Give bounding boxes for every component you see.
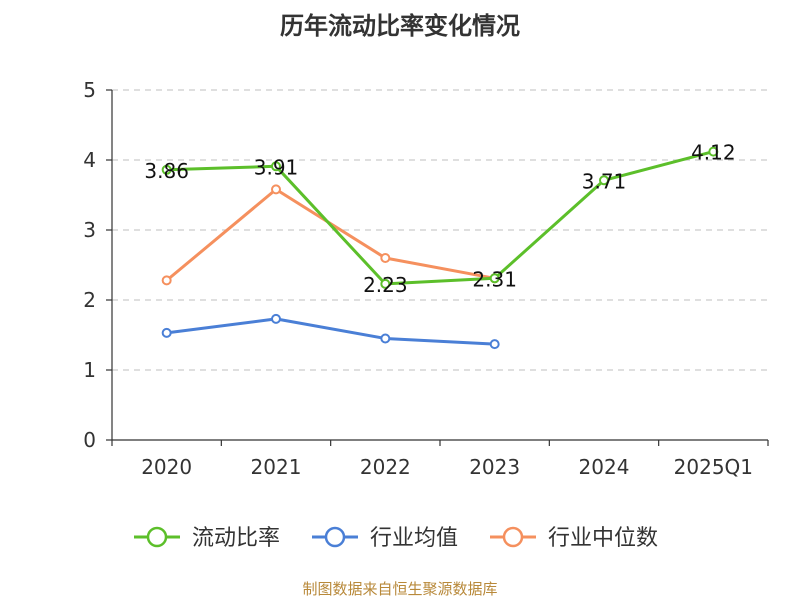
legend-label: 行业均值 <box>370 526 458 551</box>
data-labels: 3.86 3.91 2.23 2.31 3.71 4.12 <box>144 141 735 297</box>
data-label: 3.86 <box>144 159 189 183</box>
data-point <box>271 313 281 324</box>
series-lines <box>161 146 719 350</box>
axes: 0 1 2 3 4 5 2020 2021 2022 2023 2024 2025Q1 <box>83 78 769 479</box>
x-tick-label: 2022 <box>360 455 411 479</box>
x-tick-label: 2023 <box>469 455 520 479</box>
data-label: 3.91 <box>254 155 299 179</box>
legend-marker <box>502 526 524 548</box>
legend-marker <box>146 526 168 548</box>
chart-title: 历年流动比率变化情况 <box>280 12 520 40</box>
data-point <box>708 146 719 157</box>
data-point <box>380 253 391 263</box>
data-point <box>271 184 281 195</box>
data-label: 2.31 <box>472 267 517 291</box>
data-point <box>489 273 500 284</box>
legend-label: 流动比率 <box>192 526 280 551</box>
legend-label: 行业中位数 <box>548 526 658 551</box>
data-label: 4.12 <box>691 141 736 165</box>
data-point <box>380 333 391 344</box>
data-point <box>599 175 609 186</box>
data-point <box>489 339 500 350</box>
data-label: 3.71 <box>582 169 627 193</box>
x-tick-label: 2021 <box>251 455 302 479</box>
x-tick-label: 2020 <box>141 455 192 479</box>
legend-marker <box>324 526 346 548</box>
y-tick-label: 5 <box>83 78 96 102</box>
series-line-0 <box>166 150 714 286</box>
y-tick-label: 2 <box>83 288 96 312</box>
y-tick-label: 3 <box>83 218 96 242</box>
legend: 流动比率 行业均值 行业中位数 <box>134 526 658 551</box>
x-tick-label: 2025Q1 <box>674 455 753 479</box>
data-point <box>161 327 172 338</box>
data-point <box>380 278 391 289</box>
x-tick-label: 2024 <box>579 455 630 479</box>
source-note: 制图数据来自恒生聚源数据库 <box>302 580 498 598</box>
data-label: 2.23 <box>363 273 408 297</box>
data-point <box>161 275 172 286</box>
y-tick-label: 0 <box>83 428 96 452</box>
series-line-2 <box>165 187 495 282</box>
data-point <box>271 161 281 172</box>
data-point <box>161 164 172 175</box>
series-line-1 <box>166 317 495 346</box>
y-tick-label: 1 <box>83 358 96 382</box>
y-tick-label: 4 <box>83 148 96 172</box>
